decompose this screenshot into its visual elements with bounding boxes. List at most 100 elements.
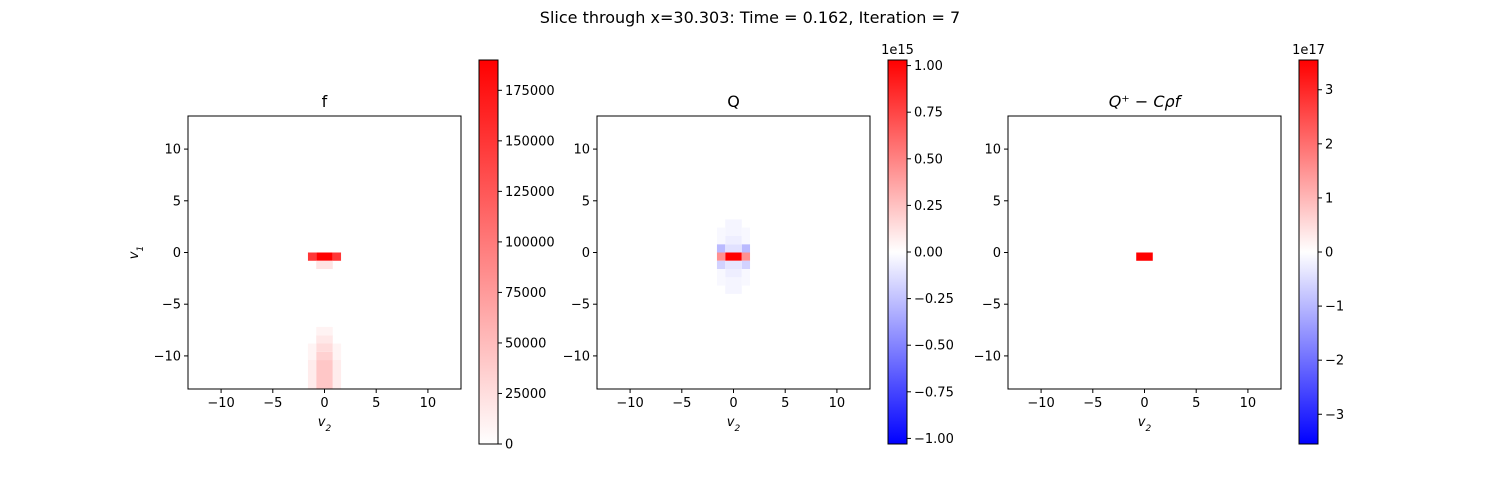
x-tick-label: −5 xyxy=(263,396,282,411)
y-tick-label: 0 xyxy=(993,246,1001,261)
x-axis-label: v2 xyxy=(1138,415,1152,434)
heatmap-cell xyxy=(716,252,726,261)
x-axis-label: v2 xyxy=(318,415,332,434)
colorbar-tick-label: −0.75 xyxy=(914,385,954,400)
heatmap-cell xyxy=(332,252,342,261)
colorbar-tick-label: 0.25 xyxy=(914,199,943,214)
heatmap-cell xyxy=(725,219,742,236)
heatmap-cell xyxy=(725,235,742,245)
heatmap-cell xyxy=(316,335,333,344)
y-tick-label: −5 xyxy=(982,298,1001,313)
x-tick-label: 0 xyxy=(320,396,328,411)
colorbar-tick-label: 3 xyxy=(1325,83,1333,98)
heatmap-cell xyxy=(725,260,742,270)
colorbar-tick-label: 0.00 xyxy=(914,246,943,261)
colorbar-tick-label: −0.25 xyxy=(914,292,954,307)
colorbar-gradient xyxy=(1299,60,1318,444)
y-tick-label: 10 xyxy=(164,143,181,158)
heatmap-cell xyxy=(716,260,726,270)
heatmap-cell xyxy=(307,360,317,389)
y-tick-label: −10 xyxy=(563,349,590,364)
colorbar-tick-label: 75000 xyxy=(505,286,546,301)
heatmap-cell xyxy=(332,360,342,389)
colorbar: −1.00 −0.75 −0.50 −0.25 0.00 0.25 0.50 0.75 1.00… xyxy=(881,43,954,447)
heatmap-cell xyxy=(307,343,317,361)
x-tick-label: 10 xyxy=(829,396,846,411)
colorbar-tick-label: 25000 xyxy=(505,387,546,402)
colorbar-tick-label: 50000 xyxy=(505,336,546,351)
y-tick-label: 5 xyxy=(993,194,1001,209)
subplot-title: Q⁺ − Cρf xyxy=(1109,92,1183,111)
colorbar-tick-label: 0 xyxy=(505,438,513,453)
colorbar-gradient xyxy=(888,60,907,444)
y-tick-label: −10 xyxy=(154,349,181,364)
heatmap-cell xyxy=(741,227,751,245)
heatmap-cells xyxy=(307,252,342,389)
colorbar-multiplier: 1e17 xyxy=(1292,43,1325,58)
x-axis-label: v2 xyxy=(727,415,741,434)
x-tick-label: 5 xyxy=(1192,396,1200,411)
heatmap-cells xyxy=(1136,252,1153,261)
heatmap-cell xyxy=(725,244,742,253)
heatmap-cell xyxy=(716,227,726,245)
heatmap-cell xyxy=(316,351,333,361)
x-tick-label: −5 xyxy=(672,396,691,411)
colorbar-tick-label: 0.50 xyxy=(914,152,943,167)
y-tick-label: 5 xyxy=(173,194,181,209)
x-tick-label: 0 xyxy=(1140,396,1148,411)
heatmap-cell xyxy=(316,360,333,389)
panels: −10 −5 0 5 10−10−50510fv2v102500050000750001… xyxy=(127,43,1344,453)
subplot-title: Q xyxy=(727,92,740,111)
x-tick-label: 5 xyxy=(781,396,789,411)
y-tick-label: −5 xyxy=(162,298,181,313)
heatmap-cell xyxy=(1136,252,1153,261)
heatmap-cell xyxy=(316,326,333,336)
x-tick-label: 10 xyxy=(1240,396,1257,411)
y-tick-label: −10 xyxy=(974,349,1001,364)
colorbar-tick-label: −1 xyxy=(1325,300,1344,315)
heatmap-cell xyxy=(716,244,726,253)
heatmap-cell xyxy=(716,269,726,286)
subplot-title: f xyxy=(322,92,328,111)
colorbar-tick-label: 100000 xyxy=(505,235,555,250)
colorbar-tick-label: 175000 xyxy=(505,84,555,99)
heatmap-cell xyxy=(741,269,751,286)
x-tick-label: 0 xyxy=(729,396,737,411)
y-tick-label: 0 xyxy=(582,246,590,261)
colorbar-tick-label: 0.75 xyxy=(914,106,943,121)
x-tick-label: 10 xyxy=(420,396,437,411)
subplot-2: −10 −5 0 5 10 −10 −5 0 5 10 Qv2 −1.00 −0.75 −0.50 −0.2… xyxy=(563,43,954,447)
colorbar-tick-label: 2 xyxy=(1325,137,1333,152)
colorbar-tick-label: −2 xyxy=(1325,354,1344,369)
subplot-1: −10 −5 0 5 10 −10 −5 0 5 10 f v2 v1 0 25000 50000 75000 1… xyxy=(127,59,555,453)
heatmap-cell xyxy=(316,260,333,270)
heatmap-cell xyxy=(725,252,742,261)
x-tick-label: −10 xyxy=(207,396,234,411)
y-tick-label: 0 xyxy=(173,246,181,261)
heatmap-cell xyxy=(741,260,751,270)
heatmap-cell xyxy=(741,244,751,253)
y-tick-label: 10 xyxy=(984,143,1001,158)
x-tick-label: 5 xyxy=(372,396,380,411)
heatmap-cell xyxy=(725,277,742,294)
colorbar-tick-label: 1 xyxy=(1325,191,1333,206)
heatmap-cell xyxy=(725,269,742,278)
heatmap-cell xyxy=(316,343,333,352)
colorbar-tick-label: −1.00 xyxy=(914,432,954,447)
colorbar-multiplier: 1e15 xyxy=(881,43,914,58)
y-tick-label: −5 xyxy=(571,298,590,313)
colorbar-tick-label: −0.50 xyxy=(914,339,954,354)
heatmap-cells xyxy=(716,219,751,294)
colorbar-tick-label: −3 xyxy=(1325,408,1344,423)
y-tick-label: 5 xyxy=(582,194,590,209)
colorbar: −3 −2 −1 0 1 2 3 1e17 xyxy=(1292,43,1344,445)
colorbar-tick-label: 125000 xyxy=(505,185,555,200)
colorbar: 0 25000 50000 75000 100000 125000 150000 175000 xyxy=(478,59,555,453)
colorbar-gradient xyxy=(479,60,498,444)
y-axis-label: v1 xyxy=(127,246,146,259)
figure-suptitle: Slice through x=30.303: Time = 0.162, It… xyxy=(540,8,960,27)
heatmap-cell xyxy=(332,343,342,361)
colorbar-tick-label: 1.00 xyxy=(914,59,943,74)
